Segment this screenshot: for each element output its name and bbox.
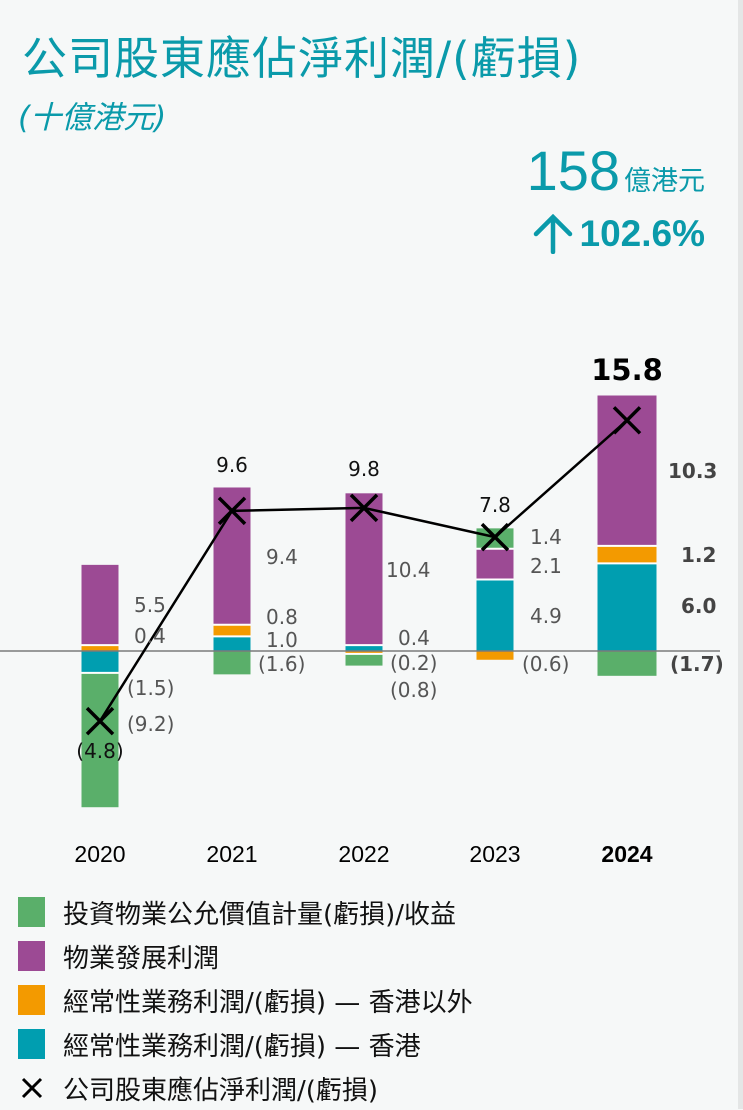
legend-label: 投資物業公允價值計量(虧損)/收益: [63, 899, 457, 930]
bar-segment-recurring_outside_hk: [345, 651, 383, 654]
bar-segment-development: [213, 487, 251, 625]
bar-segment-development: [81, 564, 119, 646]
net-value-label: 7.8: [479, 493, 511, 517]
page-edge: [738, 0, 743, 1109]
page-subtitle: (十億港元): [18, 100, 167, 136]
net-value-label: (4.8): [76, 739, 123, 763]
kpi-unit: 億港元: [624, 166, 705, 197]
data-label: 9.4: [266, 545, 298, 569]
data-label: (9.2): [127, 712, 174, 736]
data-label: 1.4: [530, 525, 562, 549]
bar-segment-recurring_outside_hk: [213, 624, 251, 637]
net-profit-marker: [217, 496, 247, 526]
legend-label: 經常性業務利潤/(虧損) — 香港以外: [63, 987, 473, 1018]
data-label: 6.0: [681, 594, 716, 618]
x-tick-label: 2024: [601, 841, 652, 867]
x-tick-label: 2020: [74, 841, 125, 867]
legend-label: 物業發展利潤: [63, 943, 220, 974]
legend-item-recurring-hk: 經常性業務利潤/(虧損) — 香港: [18, 1022, 473, 1066]
legend-swatch-investment: [18, 897, 45, 927]
legend-item-recurring-outside-hk: 經常性業務利潤/(虧損) — 香港以外: [18, 978, 473, 1022]
net-value-label: 9.6: [216, 453, 248, 477]
bar-segment-recurring_outside_hk: [476, 651, 514, 660]
data-label: (1.5): [127, 676, 174, 700]
net-profit-marker: [349, 493, 379, 523]
data-label: 1.0: [266, 628, 298, 652]
bar-segment-investment: [81, 672, 119, 808]
x-tick-label: 2023: [469, 841, 520, 867]
net-value-label: 9.8: [348, 457, 380, 481]
data-label: (0.2): [390, 651, 437, 675]
stacked-bar-chart: 5.5 0.4 (1.5) (9.2)(4.8) 9.4 0.81.0(1.6) 9.6 10…: [0, 353, 724, 867]
bar-segment-investment: [213, 651, 251, 675]
legend-swatch-recurring-hk: [18, 1029, 45, 1059]
data-label: 1.2: [681, 543, 716, 567]
data-label: 10.4: [386, 558, 431, 582]
bar-segment-recurring_hk: [213, 636, 251, 651]
data-label: 0.4: [398, 626, 430, 650]
data-label: 10.3: [668, 459, 717, 483]
page-title: 公司股東應佔淨利潤/(虧損): [22, 32, 582, 85]
bar-segment-investment: [597, 651, 657, 676]
data-label: (0.8): [390, 678, 437, 702]
legend-item-investment: 投資物業公允價值計量(虧損)/收益: [18, 890, 473, 934]
kpi-value: 158 億港元: [527, 138, 705, 203]
data-label: (0.6): [522, 652, 569, 676]
bar-segment-recurring_outside_hk: [597, 545, 657, 564]
data-label: 0.8: [266, 605, 298, 629]
legend-label: 經常性業務利潤/(虧損) — 香港: [63, 1031, 421, 1062]
kpi-change: 102.6%: [532, 213, 706, 255]
net-profit-marker: [612, 406, 642, 435]
bar-segment-investment: [345, 653, 383, 666]
data-label: 2.1: [530, 554, 562, 578]
x-tick-label: 2022: [338, 841, 389, 867]
legend-swatch-development: [18, 941, 45, 971]
kpi-change-percent: 102.6%: [579, 213, 706, 254]
arrow-up-icon: [533, 214, 572, 254]
legend-swatch-recurring-outside-hk: [18, 985, 45, 1015]
bar-segment-recurring_hk: [345, 645, 383, 651]
net-profit-marker: [480, 522, 510, 552]
net-profit-marker: [85, 706, 115, 736]
x-tick-label: 2021: [206, 841, 257, 867]
legend-item-development: 物業發展利潤: [18, 934, 473, 978]
bar-segment-recurring_hk: [476, 579, 514, 651]
bar-segment-development: [345, 493, 383, 646]
bar-segment-recurring_hk: [597, 563, 657, 651]
net-value-label: 15.8: [591, 353, 663, 387]
data-label: 4.9: [530, 604, 562, 628]
data-label: 0.4: [134, 624, 166, 648]
data-label: 5.5: [134, 593, 166, 617]
x-marker-icon: [18, 1073, 45, 1103]
legend-item-net: 公司股東應佔淨利潤/(虧損): [18, 1066, 473, 1110]
bar-segment-recurring_outside_hk: [81, 645, 119, 651]
data-label: (1.6): [258, 652, 305, 676]
chart-legend: 投資物業公允價值計量(虧損)/收益 物業發展利潤 經常性業務利潤/(虧損) — …: [18, 890, 473, 1110]
legend-label: 公司股東應佔淨利潤/(虧損): [63, 1075, 379, 1106]
bar-segment-recurring_hk: [81, 651, 119, 673]
kpi-number: 158: [526, 139, 620, 202]
data-label: (1.7): [670, 652, 724, 676]
bar-segment-development: [476, 548, 514, 580]
